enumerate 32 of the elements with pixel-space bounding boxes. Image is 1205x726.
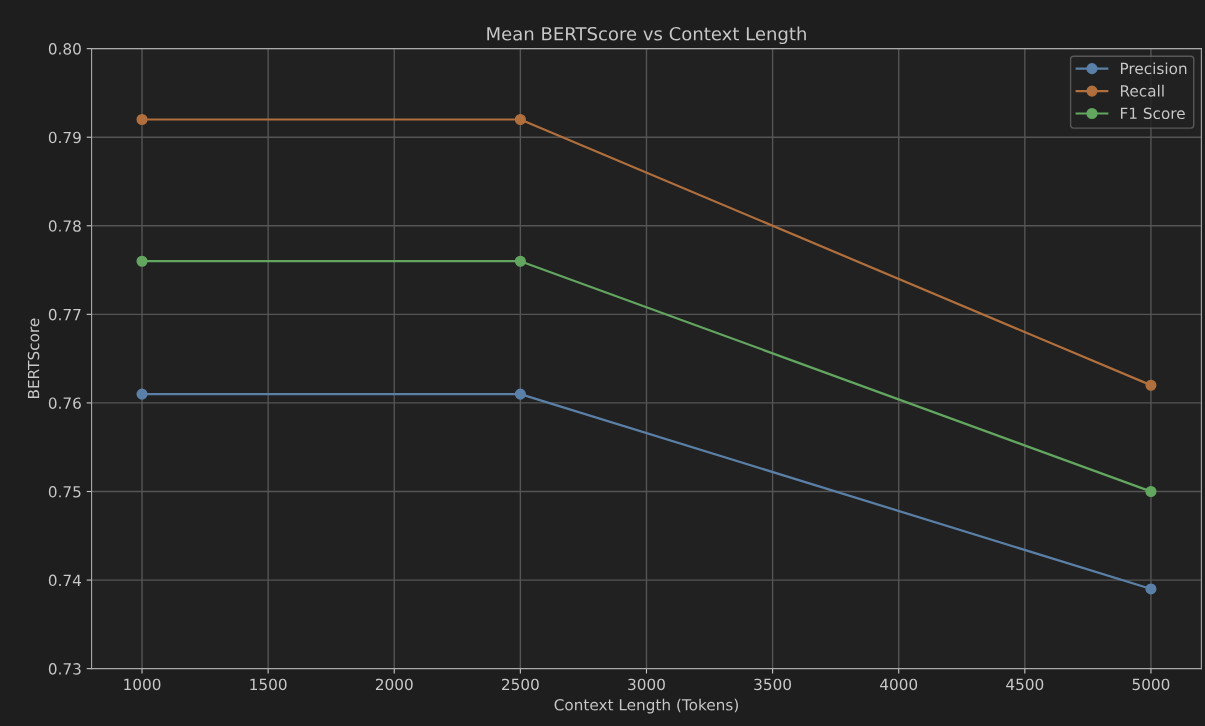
x-tick-label: 3000: [628, 678, 665, 691]
y-tick-label: 0.73: [48, 663, 81, 675]
point: [514, 255, 526, 267]
point: [514, 113, 526, 126]
x-axis-title: Context Length (Tokens): [554, 698, 738, 714]
y-tick-label: 0.78: [48, 220, 81, 232]
x-tick-label: 4000: [880, 678, 918, 691]
y-tick-label: 0.77: [48, 308, 81, 321]
point: [136, 255, 148, 267]
legend-label: F1 Score: [1120, 107, 1185, 120]
y-tick-label: 0.79: [48, 131, 81, 144]
y-tick-label: 0.76: [48, 397, 81, 409]
point: [136, 113, 148, 126]
point: [514, 388, 526, 400]
x-tick-label: 2500: [502, 678, 539, 691]
legend-label: Precision: [1120, 62, 1187, 75]
point: [1145, 485, 1157, 498]
y-axis-title: BERTScore: [27, 318, 40, 399]
x-tick-label: 4500: [1006, 678, 1044, 691]
x-tick-label: 3500: [754, 678, 792, 691]
x-tick-label: 1500: [250, 678, 287, 691]
y-tick-label: 0.75: [48, 485, 81, 498]
point: [1145, 379, 1157, 391]
point: [1145, 583, 1157, 595]
x-tick-label: 1000: [124, 678, 161, 691]
point: [136, 388, 148, 400]
x-tick-label: 5000: [1132, 678, 1170, 691]
legend-label: Recall: [1120, 84, 1164, 97]
y-tick-label: 0.74: [48, 574, 81, 587]
x-tick-label: 2000: [375, 678, 413, 691]
chart-title: Mean BERTScore vs Context Length: [487, 26, 806, 45]
y-tick-label: 0.80: [48, 43, 81, 55]
